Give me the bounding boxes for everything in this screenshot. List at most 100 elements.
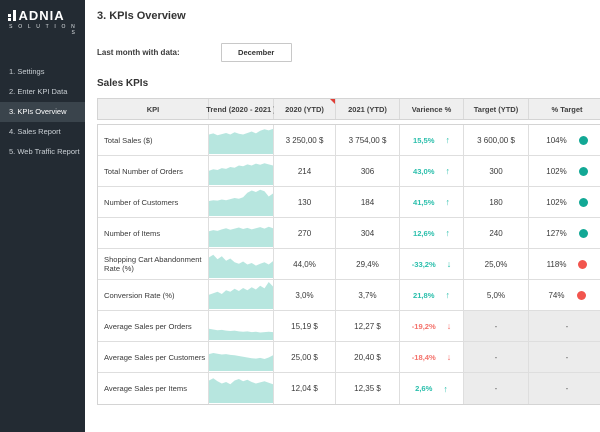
arrow-up-icon: ↑ xyxy=(443,383,448,394)
col-header-pct-target: % Target xyxy=(529,99,600,119)
col-header-kpi: KPI xyxy=(98,99,209,119)
variance-cell: -19,2% ↓ xyxy=(400,311,464,342)
arrow-down-icon: ↓ xyxy=(446,352,452,362)
target-cell: - xyxy=(464,342,529,373)
trend-sparkline xyxy=(209,311,274,342)
kpi-name-cell: Average Sales per Orders xyxy=(98,311,209,342)
variance-value: -18,4% xyxy=(411,352,436,362)
arrow-up-icon: ↑ xyxy=(445,290,451,300)
target-cell: 25,0% xyxy=(464,249,529,280)
sparkline-area-icon xyxy=(209,328,273,340)
pct-target-cell: 118% xyxy=(529,249,600,280)
pct-target-cell: - xyxy=(529,373,600,404)
trend-sparkline xyxy=(209,342,274,373)
sidebar-item-enter-kpi-data[interactable]: 2. Enter KPI Data xyxy=(9,87,68,96)
variance-cell: 21,8% ↑ xyxy=(400,280,464,311)
last-month-select[interactable]: December xyxy=(220,43,292,62)
target-cell: 300 xyxy=(464,156,529,187)
trend-sparkline xyxy=(209,156,274,187)
status-dot-teal xyxy=(578,135,588,145)
sparkline-area-icon xyxy=(209,128,273,154)
variance-value: -33,2% xyxy=(411,259,436,269)
col-header-2020: 2020 (YTD) xyxy=(274,99,336,119)
logo-text: ADNIA xyxy=(18,8,65,23)
arrow-down-icon: ↓ xyxy=(446,259,452,269)
sidebar-item-web-traffic-report[interactable]: 5. Web Traffic Report xyxy=(9,147,80,156)
arrow-up-icon: ↑ xyxy=(445,228,451,238)
variance-value: 41,5% xyxy=(412,197,435,207)
pct-target-value: - xyxy=(565,384,569,393)
status-dot-red xyxy=(576,290,586,300)
value-2020-cell: 44,0% xyxy=(274,249,336,280)
target-cell: 180 xyxy=(464,187,529,218)
target-cell: - xyxy=(464,373,529,404)
variance-cell: 2,6% ↑ xyxy=(400,373,464,404)
kpi-name-cell: Conversion Rate (%) xyxy=(98,280,209,311)
value-2021-cell: 3,7% xyxy=(336,280,400,311)
variance-value: 43,0% xyxy=(412,166,435,176)
status-dot-red xyxy=(578,259,588,269)
pct-target-value: 127% xyxy=(546,228,567,238)
pct-target-cell: 74% xyxy=(529,280,600,311)
value-2021-cell: 306 xyxy=(336,156,400,187)
variance-cell: 41,5% ↑ xyxy=(400,187,464,218)
variance-value: 15,5% xyxy=(412,135,435,145)
variance-value: 21,8% xyxy=(412,290,435,300)
sidebar-item-kpis-overview[interactable]: 3. KPIs Overview xyxy=(0,102,85,122)
sidebar-item-settings[interactable]: 1. Settings xyxy=(9,67,45,76)
trend-sparkline xyxy=(209,125,274,156)
adnia-logo: ADNIA S O L U T I O N S xyxy=(0,0,85,50)
trend-sparkline xyxy=(209,218,274,249)
logo-subtitle: S O L U T I O N S xyxy=(9,24,77,36)
variance-cell: 43,0% ↑ xyxy=(400,156,464,187)
variance-cell: 15,5% ↑ xyxy=(400,125,464,156)
sparkline-area-icon xyxy=(209,378,273,403)
value-2021-cell: 184 xyxy=(336,187,400,218)
status-dot-teal xyxy=(578,228,588,238)
variance-cell: 12,6% ↑ xyxy=(400,218,464,249)
value-2020-cell: 214 xyxy=(274,156,336,187)
page-title: 3. KPIs Overview xyxy=(97,10,186,22)
value-2020-cell: 130 xyxy=(274,187,336,218)
value-2021-cell: 304 xyxy=(336,218,400,249)
pct-target-value: - xyxy=(565,321,569,331)
col-header-2021: 2021 (YTD) xyxy=(336,99,400,119)
arrow-up-icon: ↑ xyxy=(445,166,451,176)
kpi-name-cell: Shopping Cart Abandonment Rate (%) xyxy=(98,249,209,280)
kpi-name-cell: Number of Customers xyxy=(98,187,209,218)
target-cell: 3 600,00 $ xyxy=(464,125,529,156)
pct-target-cell: 104% xyxy=(529,125,600,156)
variance-value: 2,6% xyxy=(415,384,433,393)
col-header-variance: Varience % xyxy=(400,99,464,119)
kpi-name-cell: Total Number of Orders xyxy=(98,156,209,187)
pct-target-cell: 102% xyxy=(529,187,600,218)
value-2021-cell: 3 754,00 $ xyxy=(336,125,400,156)
pct-target-value: 104% xyxy=(546,135,567,145)
kpi-name-cell: Number of Items xyxy=(98,218,209,249)
sidebar: ADNIA S O L U T I O N S 1. Settings 2. E… xyxy=(0,0,85,432)
pct-target-value: 102% xyxy=(546,197,567,207)
status-dot-teal xyxy=(578,166,588,176)
pct-target-cell: 127% xyxy=(529,218,600,249)
value-2021-cell: 12,27 $ xyxy=(336,311,400,342)
value-2020-cell: 15,19 $ xyxy=(274,311,336,342)
pct-target-value: 118% xyxy=(546,259,567,269)
value-2021-cell: 20,40 $ xyxy=(336,342,400,373)
trend-sparkline xyxy=(209,249,274,280)
arrow-up-icon: ↑ xyxy=(445,197,451,207)
sparkline-area-icon xyxy=(209,189,273,216)
kpi-name-cell: Total Sales ($) xyxy=(98,125,209,156)
main-content: 3. KPIs Overview Last month with data: D… xyxy=(85,0,600,432)
sparkline-area-icon xyxy=(209,226,273,247)
variance-value: -19,2% xyxy=(411,321,436,331)
section-title: Sales KPIs xyxy=(97,78,149,89)
arrow-up-icon: ↑ xyxy=(445,135,451,145)
target-cell: - xyxy=(464,311,529,342)
trend-sparkline xyxy=(209,373,274,404)
pct-target-cell: - xyxy=(529,342,600,373)
value-2021-cell: 12,35 $ xyxy=(336,373,400,404)
pct-target-value: 74% xyxy=(548,290,565,300)
sidebar-item-sales-report[interactable]: 4. Sales Report xyxy=(9,127,61,136)
table-body: Total Sales ($) 3 250,00 $3 754,00 $15,5%… xyxy=(97,124,600,405)
col-header-trend: Trend (2020 - 2021 ) xyxy=(206,99,276,119)
